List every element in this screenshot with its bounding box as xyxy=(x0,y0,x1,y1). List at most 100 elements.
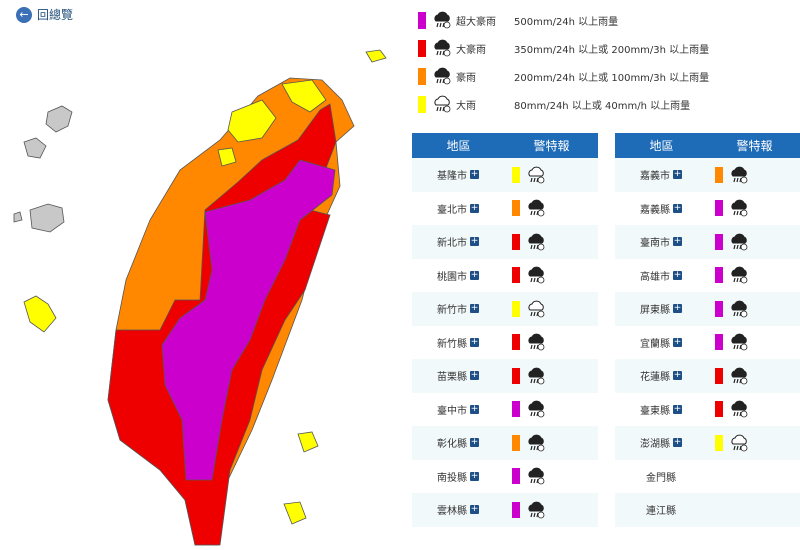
region-cell: 連江縣 xyxy=(615,502,707,517)
region-cell: 嘉義縣 + xyxy=(615,201,707,216)
plus-button[interactable]: + xyxy=(673,303,682,314)
table-row: 臺中市 + xyxy=(412,393,598,427)
region-name: 高雄市 xyxy=(640,271,670,283)
region-cell: 苗栗縣 + xyxy=(412,368,504,383)
plus-button[interactable]: + xyxy=(470,336,479,347)
back-label[interactable]: 回總覽 xyxy=(37,8,74,22)
legend-swatch xyxy=(418,67,426,85)
warning-table: 地區 警特報 嘉義市 + 嘉義縣 + 臺南市 + 高雄市 + 屏東縣 + 宜蘭縣 + 花蓮縣 + 臺東縣 + 澎湖縣… xyxy=(615,133,800,527)
plus-button[interactable]: + xyxy=(470,169,479,180)
legend-swatch xyxy=(418,95,426,113)
region-name: 花蓮縣 xyxy=(640,372,670,384)
table-row: 澎湖縣 + xyxy=(615,426,800,460)
region-cell: 屏東縣 + xyxy=(615,301,707,316)
header-cell: 地區 xyxy=(446,139,471,153)
region-cell: 高雄市 + xyxy=(615,268,707,283)
plus-button[interactable]: + xyxy=(470,403,479,414)
region-cell: 臺北市 + xyxy=(412,201,504,216)
warning-swatch xyxy=(512,434,520,451)
legend-name: 大豪雨 xyxy=(456,44,486,56)
rain-icon xyxy=(528,333,545,351)
rain-icon xyxy=(731,434,748,452)
back-icon[interactable]: ← xyxy=(16,6,32,23)
table-row: 花蓮縣 + xyxy=(615,359,800,393)
rain-icon xyxy=(528,467,545,485)
plus-button[interactable]: + xyxy=(470,504,479,515)
table-row: 新北市 + xyxy=(412,225,598,259)
table-row: 基隆市 + xyxy=(412,158,598,192)
region-name: 彰化縣 xyxy=(437,439,467,451)
rain-icon xyxy=(731,300,748,318)
region-cell: 新竹市 + xyxy=(412,301,504,316)
region-cell: 澎湖縣 + xyxy=(615,435,707,450)
rain-icon xyxy=(528,300,545,318)
plus-button[interactable]: + xyxy=(470,269,479,280)
back-button[interactable]: ← 回總覽 xyxy=(16,6,73,23)
region-name: 連江縣 xyxy=(646,506,676,518)
warning-swatch xyxy=(512,401,520,418)
table-row: 苗栗縣 + xyxy=(412,359,598,393)
plus-button[interactable]: + xyxy=(673,169,682,180)
plus-button[interactable]: + xyxy=(470,202,479,213)
table-row: 屏東縣 + xyxy=(615,292,800,326)
header-cell: 警特報 xyxy=(533,139,570,153)
warning-swatch xyxy=(512,468,520,485)
rain-icon xyxy=(731,233,748,251)
legend-row: 豪雨 200mm/24h 以上或 100mm/3h 以上雨量 xyxy=(418,65,709,87)
table-row: 連江縣 xyxy=(615,493,800,527)
header-cell: 警特報 xyxy=(736,139,773,153)
warning-swatch xyxy=(512,300,520,317)
rain-icon xyxy=(528,434,545,452)
region-cell: 金門縣 xyxy=(615,469,707,484)
plus-button[interactable]: + xyxy=(470,236,479,247)
rain-icon xyxy=(731,367,748,385)
rain-icon xyxy=(434,39,451,57)
region-name: 南投縣 xyxy=(437,472,467,484)
rain-icon xyxy=(528,367,545,385)
plus-button[interactable]: + xyxy=(470,437,479,448)
region-name: 雲林縣 xyxy=(437,506,467,518)
table-header: 地區 警特報 xyxy=(615,133,800,158)
table-row: 新竹市 + xyxy=(412,292,598,326)
region-cell: 宜蘭縣 + xyxy=(615,335,707,350)
plus-button[interactable]: + xyxy=(470,303,479,314)
region-name: 苗栗縣 xyxy=(437,372,467,384)
legend-row: 大雨 80mm/24h 以上或 40mm/h 以上雨量 xyxy=(418,93,690,115)
region-cell: 桃園市 + xyxy=(412,268,504,283)
table-row: 金門縣 xyxy=(615,460,800,494)
rain-icon xyxy=(528,199,545,217)
rain-icon xyxy=(434,67,451,85)
warning-swatch xyxy=(715,300,723,317)
legend-description: 200mm/24h 以上或 100mm/3h 以上雨量 xyxy=(514,72,710,84)
map xyxy=(13,49,387,546)
rain-icon xyxy=(528,166,545,184)
legend-description: 80mm/24h 以上或 40mm/h 以上雨量 xyxy=(514,100,691,112)
plus-button[interactable]: + xyxy=(673,403,682,414)
yellow-islands xyxy=(23,49,387,525)
region-name: 臺南市 xyxy=(640,238,670,250)
table-row: 臺北市 + xyxy=(412,192,598,226)
rain-icon xyxy=(731,266,748,284)
warning-swatch xyxy=(512,233,520,250)
plus-button[interactable]: + xyxy=(470,470,479,481)
warning-swatch xyxy=(715,367,723,384)
plus-button[interactable]: + xyxy=(673,236,682,247)
region-cell: 新竹縣 + xyxy=(412,335,504,350)
region-name: 臺東縣 xyxy=(640,405,670,417)
region-name: 宜蘭縣 xyxy=(640,338,670,350)
plus-button[interactable]: + xyxy=(673,437,682,448)
table-row: 宜蘭縣 + xyxy=(615,326,800,360)
plus-button[interactable]: + xyxy=(470,370,479,381)
region-cell: 花蓮縣 + xyxy=(615,368,707,383)
plus-button[interactable]: + xyxy=(673,269,682,280)
plus-button[interactable]: + xyxy=(673,202,682,213)
plus-button[interactable]: + xyxy=(673,336,682,347)
warning-swatch xyxy=(715,434,723,451)
header-cell: 地區 xyxy=(649,139,674,153)
legend-row: 大豪雨 350mm/24h 以上或 200mm/3h 以上雨量 xyxy=(418,37,709,59)
plus-button[interactable]: + xyxy=(673,370,682,381)
rain-icon xyxy=(528,400,545,418)
rain-icon xyxy=(528,501,545,519)
region-cell: 基隆市 + xyxy=(412,167,504,182)
table-row: 南投縣 + xyxy=(412,460,598,494)
